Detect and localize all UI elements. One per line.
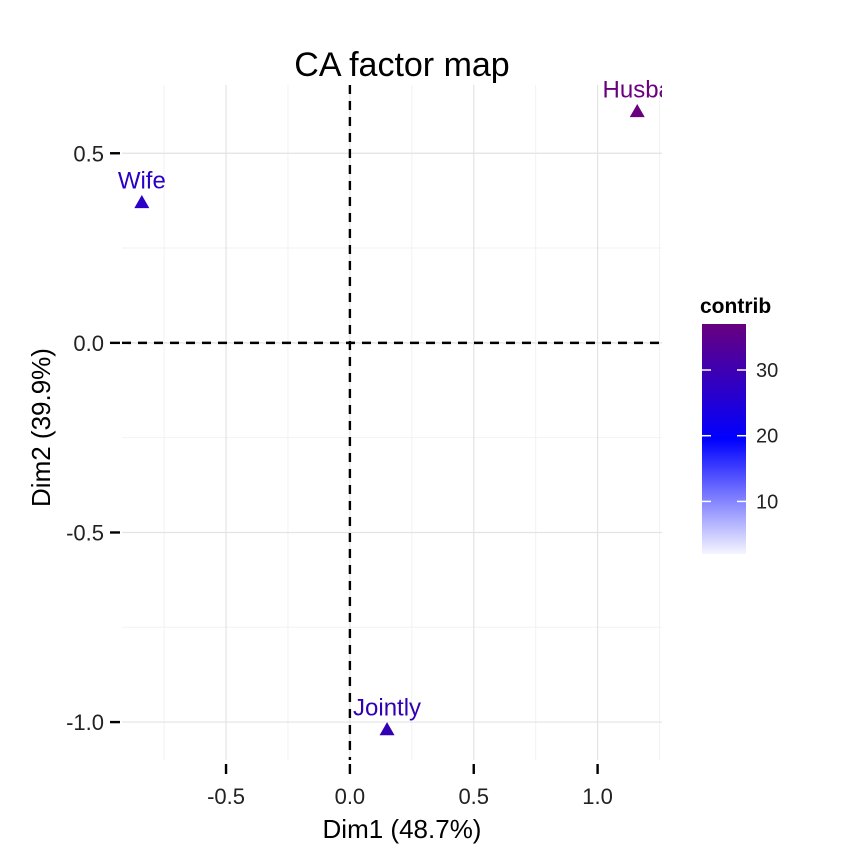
x-tick-label: 1.0 bbox=[582, 784, 613, 809]
point-label-jointly: Jointly bbox=[353, 695, 421, 722]
legend-tick-label: 30 bbox=[756, 360, 778, 382]
legend-colorbar bbox=[702, 324, 746, 554]
legend-tick-label: 20 bbox=[756, 426, 778, 448]
point-marker-jointly bbox=[379, 722, 395, 736]
point-marker-wife bbox=[134, 195, 150, 209]
panel-edge-mask bbox=[662, 60, 672, 100]
chart-title: CA factor map bbox=[294, 46, 509, 84]
y-tick-label: -0.5 bbox=[66, 520, 104, 545]
point-label-husba: Husba bbox=[603, 77, 673, 104]
legend-title: contrib bbox=[700, 295, 771, 318]
y-tick-label: -1.0 bbox=[66, 710, 104, 735]
y-tick-label: 0.5 bbox=[73, 141, 104, 166]
x-tick-label: -0.5 bbox=[207, 784, 245, 809]
x-tick-label: 0.0 bbox=[335, 784, 366, 809]
y-axis-title: Dim2 (39.9%) bbox=[26, 348, 56, 507]
y-tick-label: 0.0 bbox=[73, 331, 104, 356]
point-marker-husba bbox=[629, 104, 645, 118]
point-label-wife: Wife bbox=[118, 168, 166, 195]
x-tick-label: 0.5 bbox=[458, 784, 489, 809]
legend-tick-label: 10 bbox=[756, 491, 778, 513]
x-axis-title: Dim1 (48.7%) bbox=[323, 814, 482, 844]
